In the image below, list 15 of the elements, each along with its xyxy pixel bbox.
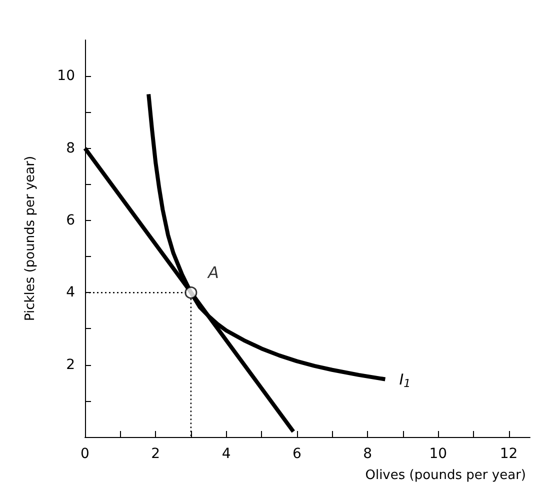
x-tick-label: 6: [292, 446, 302, 462]
x-tick-label: 2: [151, 446, 160, 462]
y-tick-label: 2: [66, 356, 75, 373]
y-tick-label: 4: [66, 284, 76, 301]
y-tick-label: 10: [57, 68, 75, 84]
x-axis-title: Olives (pounds per year): [365, 468, 526, 483]
x-tick-label: 8: [363, 446, 372, 462]
annotation: A: [206, 263, 219, 282]
x-tick-label: 4: [222, 446, 231, 462]
y-axis-title: Pickles (pounds per year): [23, 156, 38, 322]
y-tick-label: 8: [66, 140, 75, 156]
x-tick-label: 12: [500, 446, 518, 462]
x-tick-label: 10: [429, 446, 448, 462]
y-tick-label: 6: [66, 212, 76, 228]
x-tick-label: 0: [80, 446, 90, 462]
